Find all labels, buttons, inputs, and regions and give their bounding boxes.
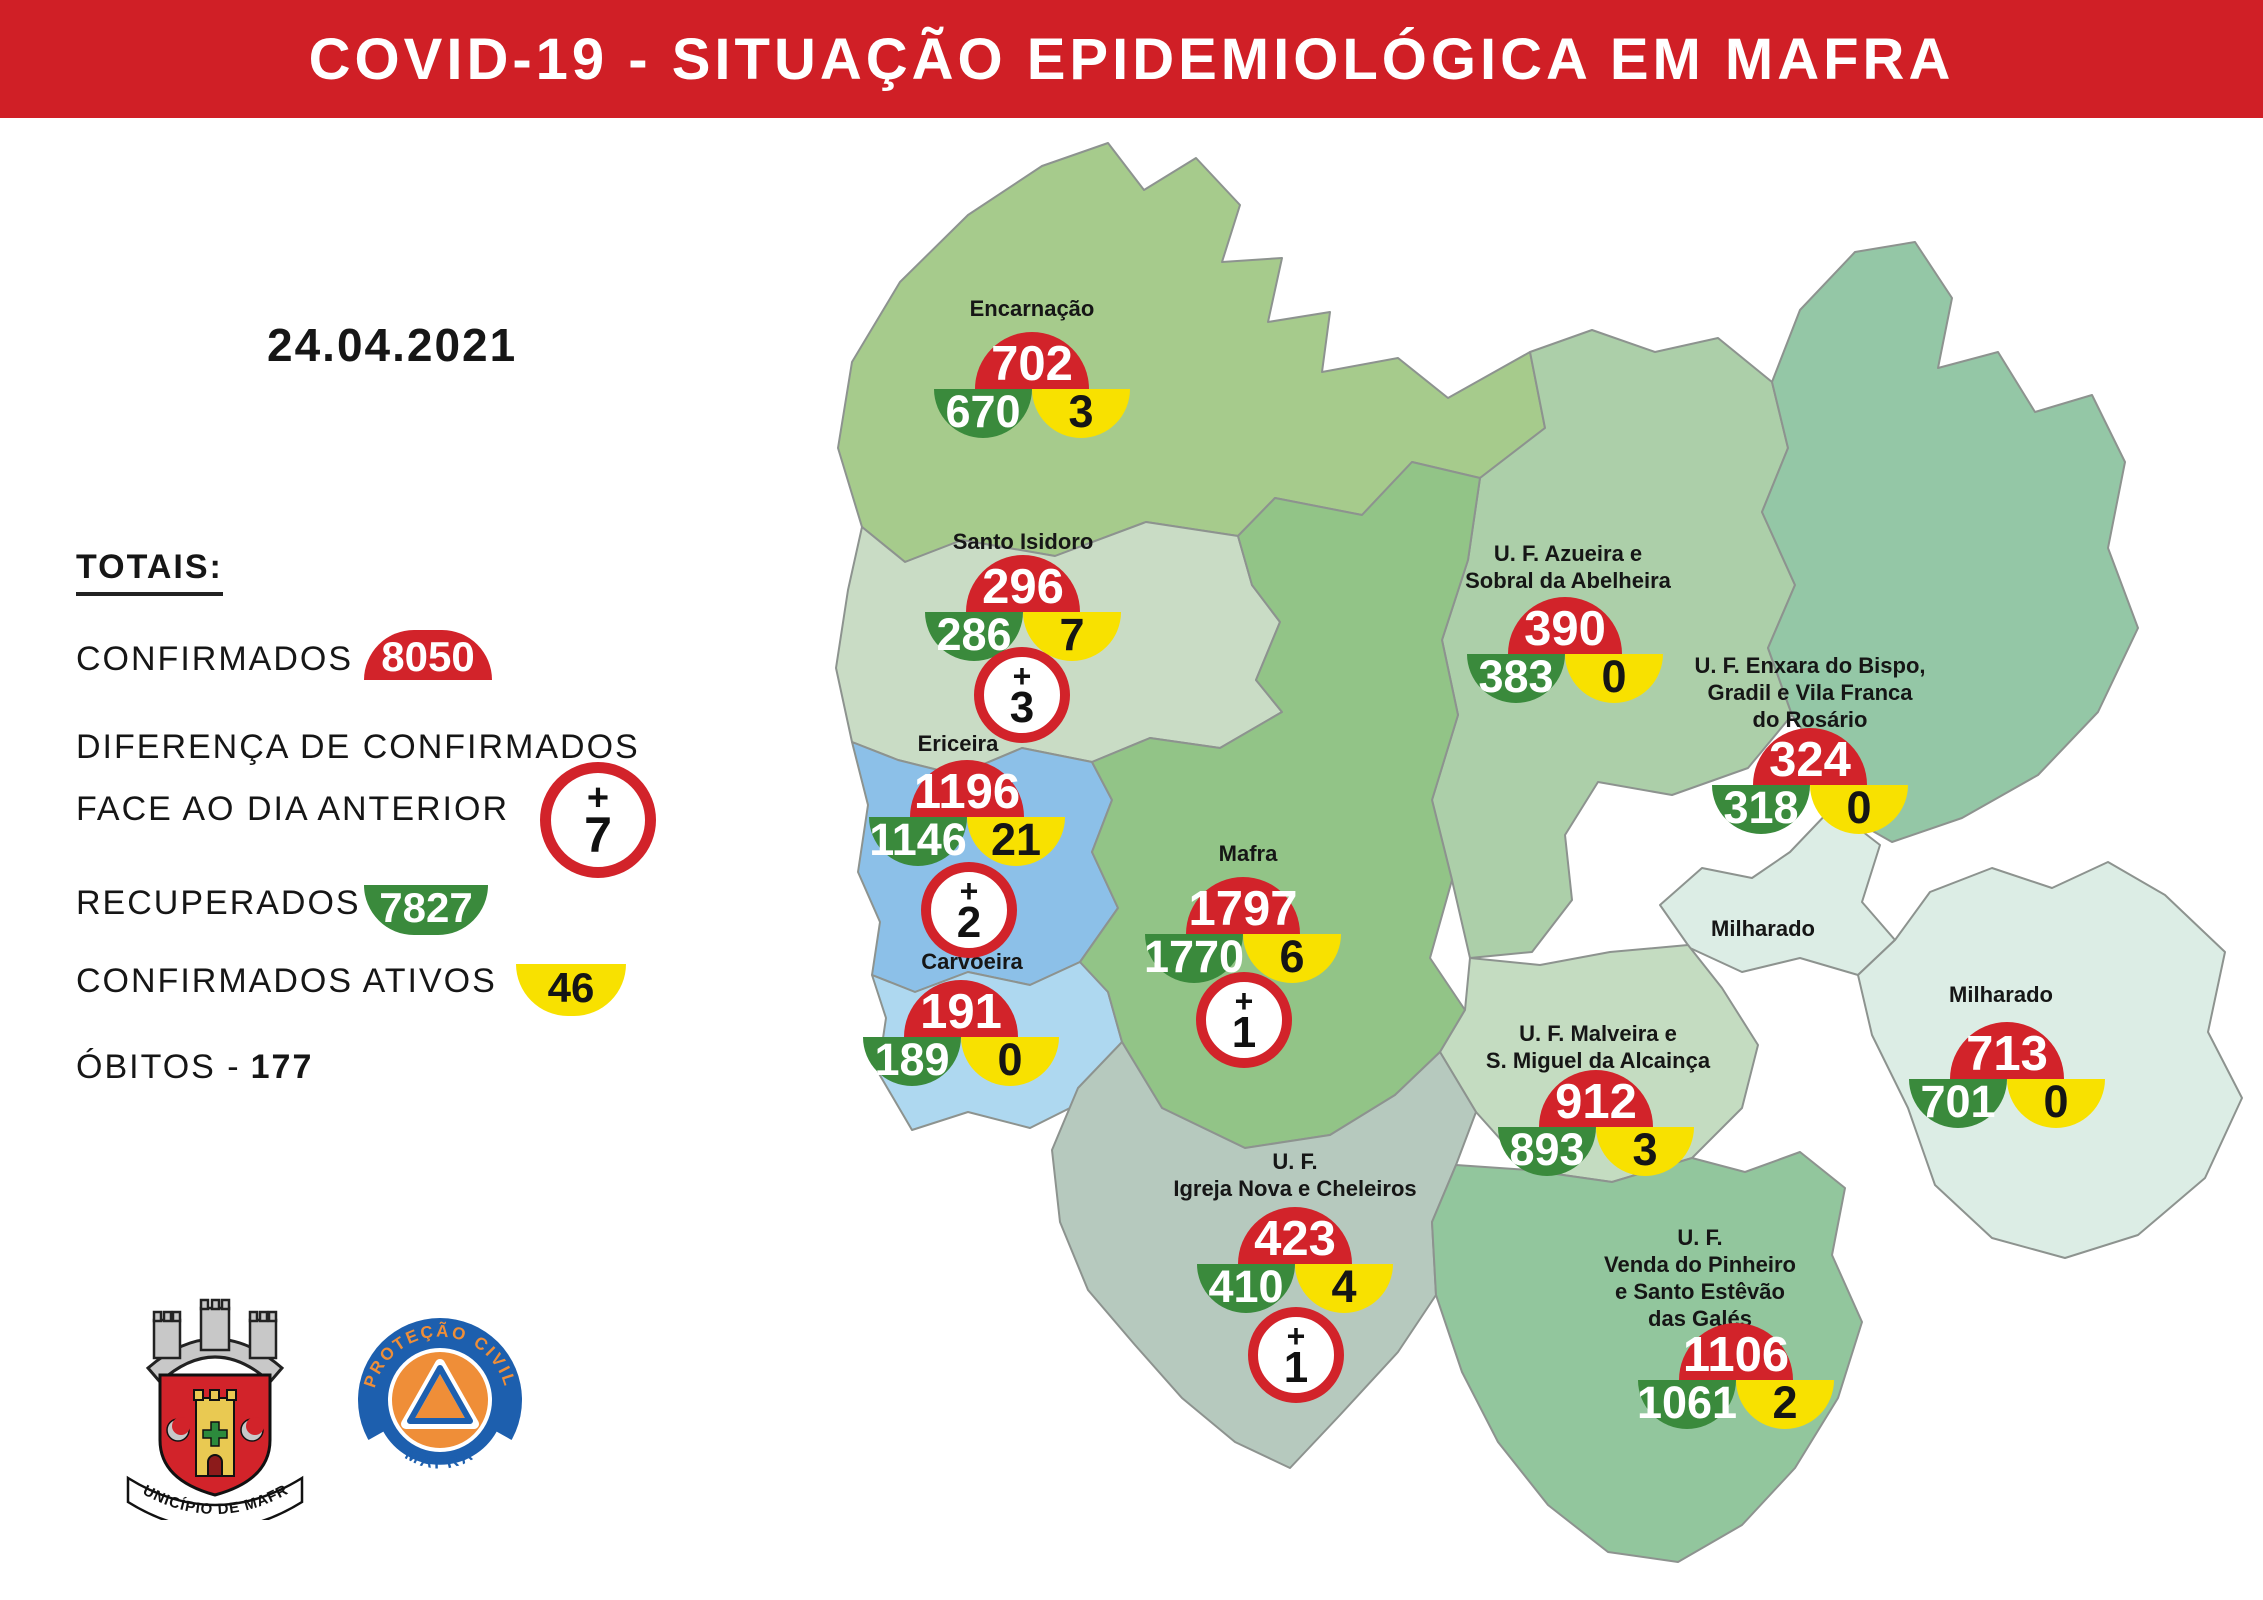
report-date: 24.04.2021 xyxy=(267,319,518,371)
recovered-badge: 670 xyxy=(934,389,1032,438)
confirmed-badge: 390 xyxy=(1508,597,1622,654)
region-label-enxara: U. F. Enxara do Bispo, Gradil e Vila Fran… xyxy=(1694,653,1926,732)
confirmados-label: CONFIRMADOS xyxy=(76,640,353,678)
obitos-label: ÓBITOS - xyxy=(76,1048,241,1086)
plus-sign: + xyxy=(1012,657,1032,694)
delta-value: 1 xyxy=(1231,1007,1257,1057)
region-stats-venda-pinheiro: 1106 1061 2 xyxy=(1626,1323,1846,1429)
active-badge: 3 xyxy=(1596,1127,1694,1176)
plus-sign: + xyxy=(586,777,610,819)
region-stats-igreja-nova: 423 410 4 xyxy=(1185,1207,1405,1313)
region-shape-milharado-exclave xyxy=(1659,807,1896,976)
confirmed-badge: 1106 xyxy=(1679,1323,1793,1380)
region-label-azueira-sobral: U. F. Azueira e Sobral da Abelheira xyxy=(1465,541,1671,593)
recovered-badge: 1146 xyxy=(869,814,967,866)
region-stats-ericeira: 1196 1146 21 xyxy=(857,760,1077,866)
recuperados-label: RECUPERADOS xyxy=(76,884,361,922)
confirmed-badge: 1196 xyxy=(910,760,1024,817)
recovered-badge: 383 xyxy=(1467,654,1565,703)
confirmed-badge: 324 xyxy=(1753,728,1867,785)
plus-sign: + xyxy=(1286,1317,1306,1354)
confirmados-total-badge: 8050 xyxy=(364,630,492,680)
municipio-mafra-logo: MUNICÍPIO DE MAFRA xyxy=(110,1280,304,1520)
active-badge: 4 xyxy=(1295,1264,1393,1313)
header-banner: COVID-19 - SITUAÇÃO EPIDEMIOLÓGICA EM MA… xyxy=(0,0,2263,118)
region-stats-malveira: 912 893 3 xyxy=(1486,1070,1706,1176)
totals-heading: TOTAIS: xyxy=(76,548,223,596)
recovered-badge: 1061 xyxy=(1636,1377,1738,1429)
recovered-badge: 701 xyxy=(1909,1079,2007,1128)
diferenca-label-line1: DIFERENÇA DE CONFIRMADOS xyxy=(76,728,640,766)
delta-value: 2 xyxy=(956,897,982,947)
plus-sign: + xyxy=(1234,982,1254,1019)
region-label-igreja-nova: U. F. Igreja Nova e Cheleiros xyxy=(1173,1149,1417,1201)
active-badge: 0 xyxy=(961,1037,1059,1086)
diferenca-total-badge: + 7 xyxy=(540,762,656,878)
obitos-value: 177 xyxy=(250,1048,314,1086)
confirmed-badge: 702 xyxy=(975,332,1089,389)
region-label-malveira: U. F. Malveira e S. Miguel da Alcainça xyxy=(1485,1021,1711,1073)
delta-badge-mafra: + 1 xyxy=(1196,972,1292,1068)
protecao-civil-logo: PROTEÇÃO CIVIL MAFRA xyxy=(358,1318,522,1491)
recovered-badge: 189 xyxy=(863,1037,961,1086)
region-label-ericeira: Ericeira xyxy=(917,731,999,756)
region-shape-enxara xyxy=(1761,241,2139,843)
active-badge: 2 xyxy=(1736,1380,1834,1429)
region-stats-carvoeira: 191 189 0 xyxy=(851,980,1071,1086)
diferenca-label-line2: FACE AO DIA ANTERIOR xyxy=(76,790,509,828)
region-label-mafra: Mafra xyxy=(1218,841,1278,866)
confirmed-badge: 191 xyxy=(904,980,1018,1037)
region-shape-malveira xyxy=(1439,944,1759,1183)
region-label-encarnacao: Encarnação xyxy=(969,296,1095,321)
confirmed-badge: 296 xyxy=(966,555,1080,612)
plus-sign: + xyxy=(959,872,979,909)
confirmed-badge: 423 xyxy=(1238,1207,1352,1264)
region-label-milharado: Milharado xyxy=(1949,982,2053,1007)
diferenca-value: 7 xyxy=(584,807,612,863)
region-stats-encarnacao: 702 670 3 xyxy=(922,332,1142,438)
active-badge: 21 xyxy=(967,817,1065,866)
region-stats-santo-isidoro: 296 286 7 xyxy=(913,555,1133,661)
region-shape-venda-pinheiro xyxy=(1431,1151,1863,1563)
region-stats-enxara: 324 318 0 xyxy=(1700,728,1920,834)
confirmed-badge: 912 xyxy=(1539,1070,1653,1127)
footer-logos: MUNICÍPIO DE MAFRA PROTEÇÃO CIVIL MAFRA xyxy=(110,1280,522,1520)
active-badge: 0 xyxy=(1565,654,1663,703)
recovered-badge: 893 xyxy=(1498,1127,1596,1176)
delta-badge-santo-isidoro: + 3 xyxy=(974,647,1070,743)
active-badge: 3 xyxy=(1032,389,1130,438)
region-stats-milharado: 713 701 0 xyxy=(1897,1022,2117,1128)
active-badge: 0 xyxy=(1810,785,1908,834)
recovered-badge: 410 xyxy=(1197,1264,1295,1313)
delta-value: 1 xyxy=(1283,1342,1309,1392)
page-title: COVID-19 - SITUAÇÃO EPIDEMIOLÓGICA EM MA… xyxy=(308,26,1955,92)
obitos-row: ÓBITOS -177 xyxy=(76,1048,313,1087)
confirmed-badge: 1797 xyxy=(1186,877,1300,934)
delta-badge-ericeira: + 2 xyxy=(921,862,1017,958)
active-badge: 0 xyxy=(2007,1079,2105,1128)
delta-value: 3 xyxy=(1009,682,1035,732)
ativos-label: CONFIRMADOS ATIVOS xyxy=(76,962,497,1000)
delta-badge-igreja-nova: + 1 xyxy=(1248,1307,1344,1403)
region-label-venda-pinheiro: U. F. Venda do Pinheiro e Santo Estêvão da… xyxy=(1604,1225,1796,1331)
region-label-milharado-exclave: Milharado xyxy=(1711,916,1815,941)
region-label-santo-isidoro: Santo Isidoro xyxy=(952,529,1094,554)
recovered-badge: 318 xyxy=(1712,785,1810,834)
region-stats-azueira-sobral: 390 383 0 xyxy=(1455,597,1675,703)
region-stats-mafra: 1797 1770 6 xyxy=(1133,877,1353,983)
confirmed-badge: 713 xyxy=(1950,1022,2064,1079)
